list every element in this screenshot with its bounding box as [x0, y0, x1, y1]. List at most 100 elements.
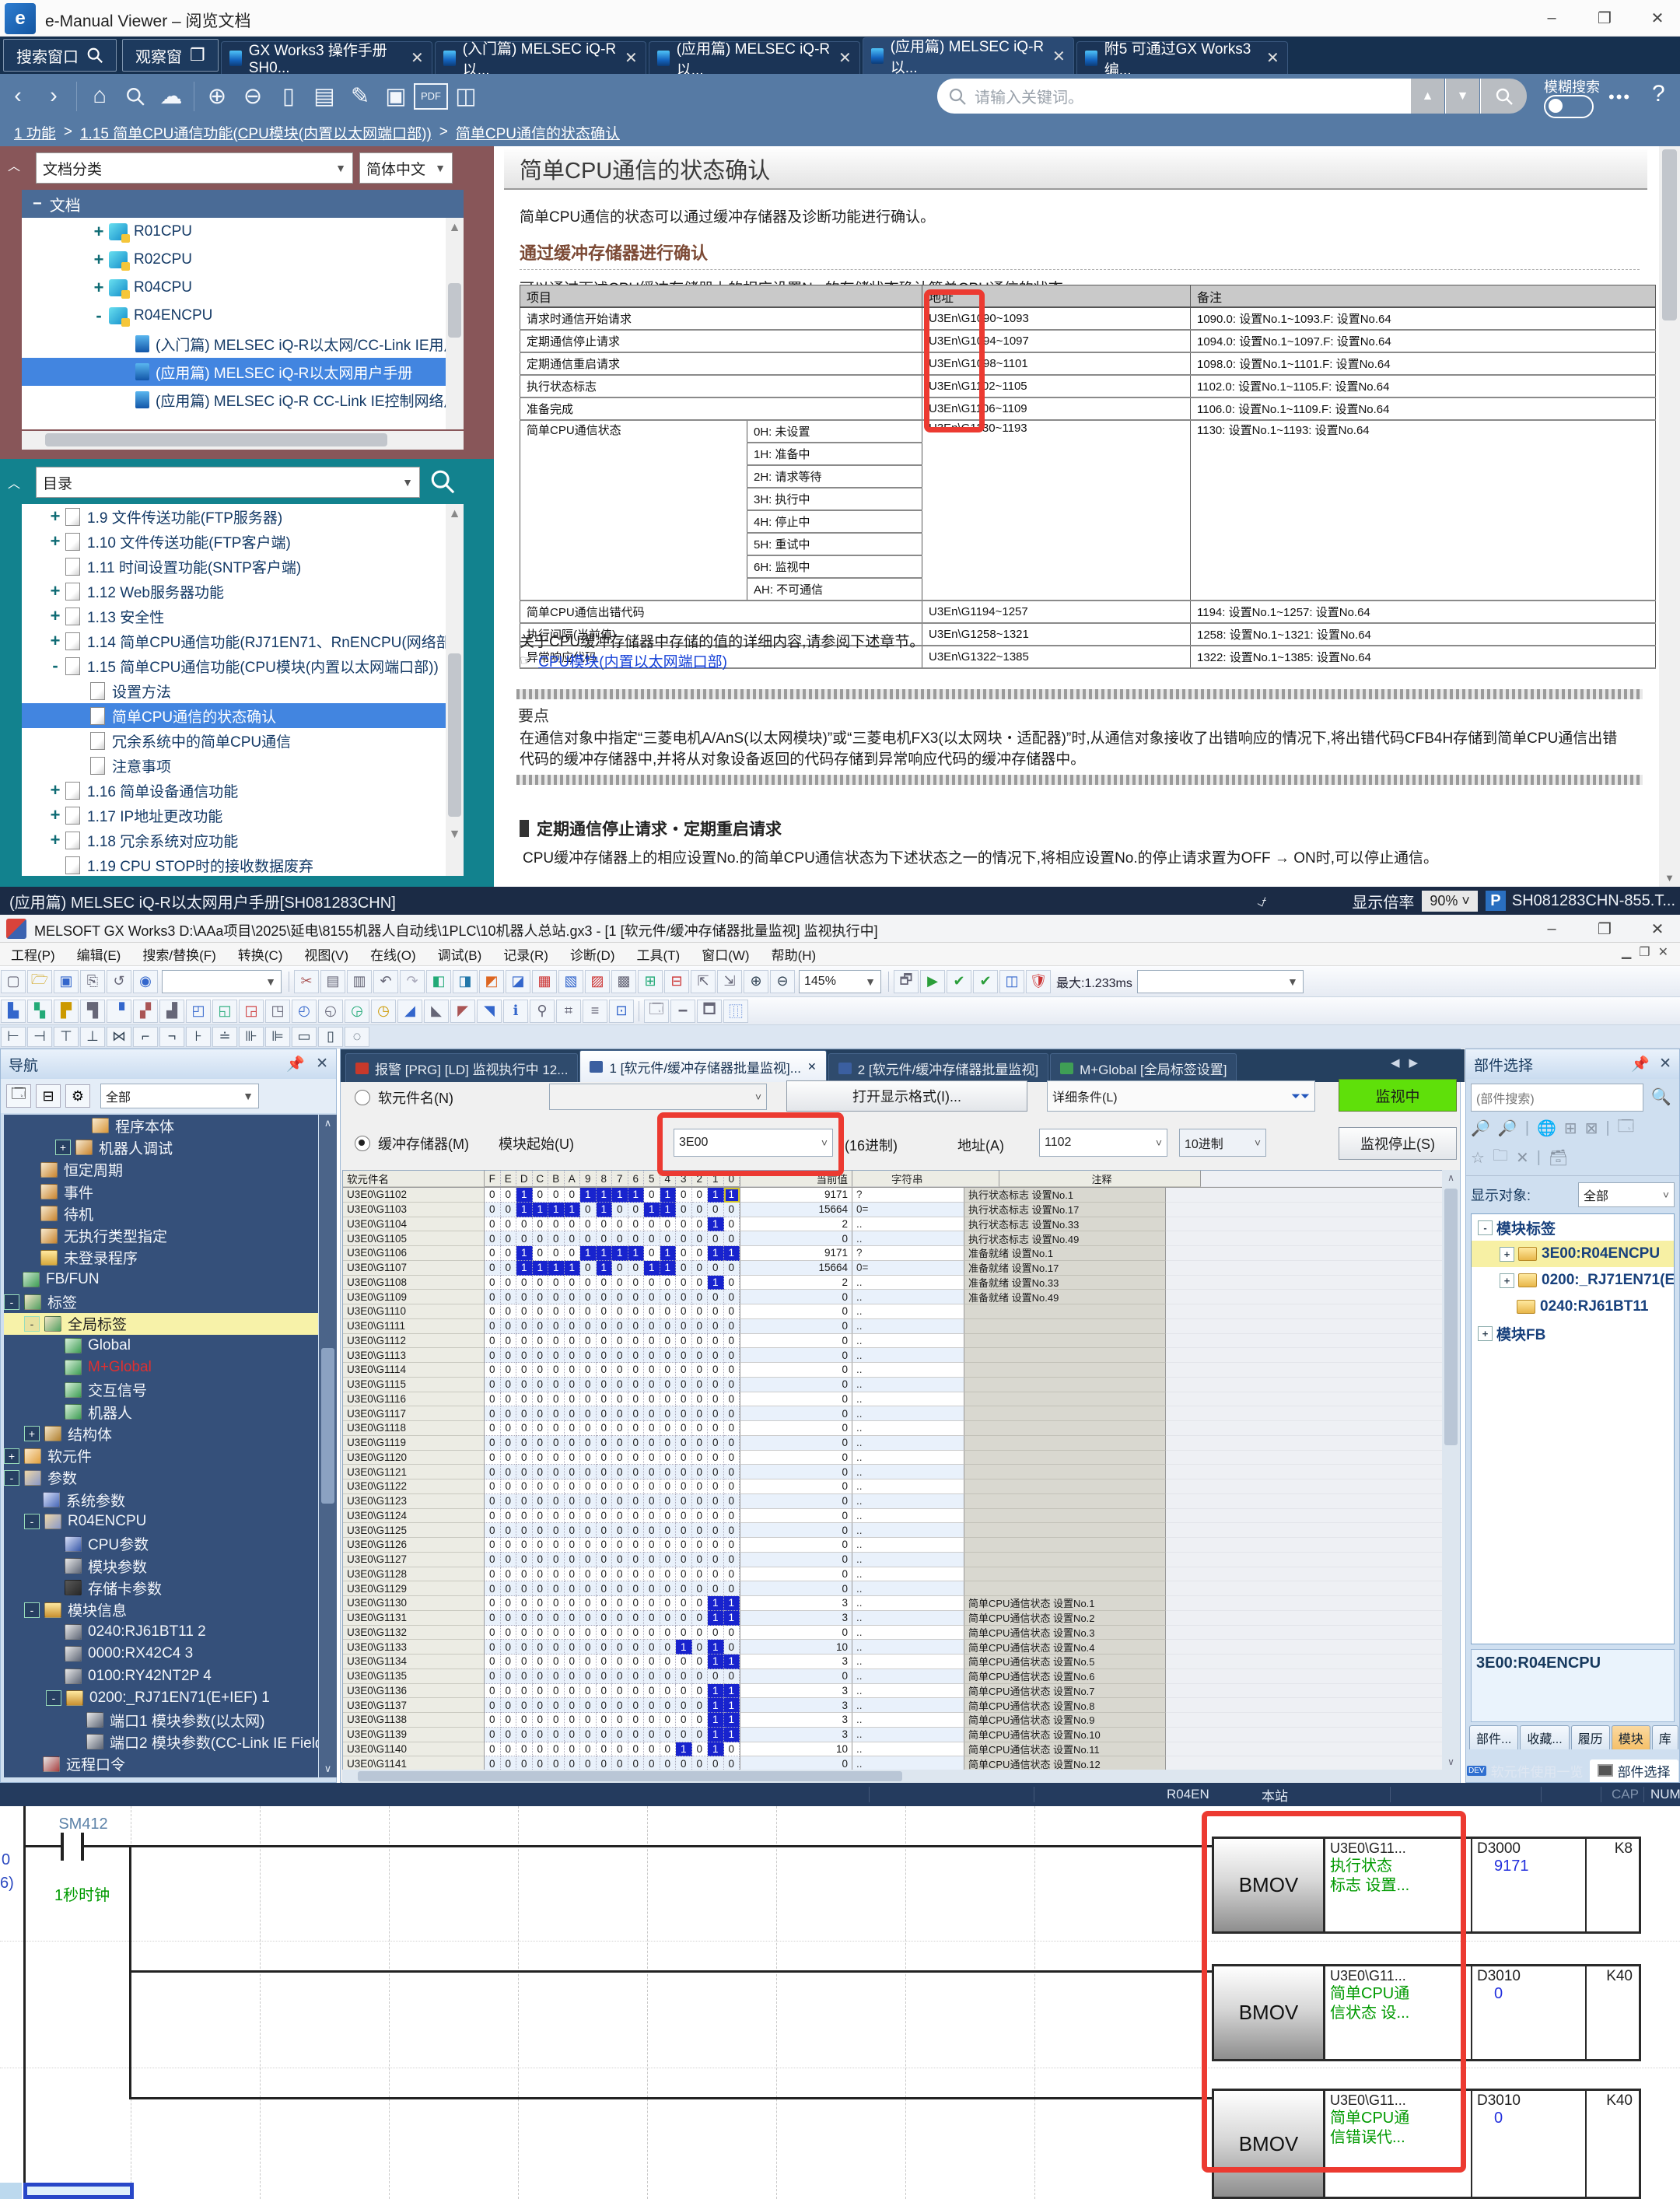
bit-cell[interactable]: 0: [723, 1304, 740, 1319]
bit-cell[interactable]: 0: [676, 1493, 692, 1509]
bit-cell[interactable]: 0: [644, 1742, 660, 1757]
emanual-doc-tab[interactable]: (应用篇) MELSEC iQ-R以... ✕: [862, 37, 1074, 76]
bit-cell[interactable]: 0: [660, 1421, 676, 1436]
bit-cell[interactable]: 0: [532, 1188, 548, 1203]
bit-cell[interactable]: 0: [628, 1493, 644, 1509]
bit-cell[interactable]: 0: [676, 1713, 692, 1728]
nav-tree-item[interactable]: CPU参数: [4, 1533, 318, 1555]
bit-cell[interactable]: 0: [691, 1538, 708, 1553]
parts-search-input[interactable]: (部件搜索): [1471, 1084, 1643, 1112]
parts-tab-履历[interactable]: 履历: [1570, 1725, 1610, 1749]
bit-cell[interactable]: 0: [628, 1698, 644, 1713]
device-name-cell[interactable]: U3E0\G1115: [343, 1377, 485, 1392]
copy-page-icon[interactable]: ▤: [313, 84, 335, 109]
bit-cell[interactable]: 1: [516, 1246, 533, 1261]
bit-cell[interactable]: 0: [644, 1596, 660, 1611]
bit-cell[interactable]: 0: [596, 1450, 612, 1465]
expand-plus-icon[interactable]: +: [93, 278, 104, 297]
bit-cell[interactable]: 0: [676, 1625, 692, 1640]
string-cell[interactable]: ..: [852, 1669, 964, 1684]
bit-cell[interactable]: 0: [516, 1450, 533, 1465]
bit-cell[interactable]: 0: [516, 1640, 533, 1655]
toolbar-icon[interactable]: 🗖: [697, 999, 722, 1023]
toc-item[interactable]: +1.14 简单CPU通信功能(RJ71EN71、RnENCPU(网络部)): [22, 629, 446, 653]
toolbar-icon[interactable]: ▝: [107, 999, 131, 1023]
bit-cell[interactable]: 0: [612, 1450, 628, 1465]
bit-cell[interactable]: 0: [596, 1567, 612, 1582]
bit-cell[interactable]: 0: [548, 1392, 565, 1407]
bmov-source-cell[interactable]: U3E0\G11... 简单CPU通 信错误代...: [1325, 2091, 1471, 2197]
scroll-down-icon[interactable]: ▼: [1664, 872, 1675, 884]
bit-cell[interactable]: 1: [580, 1188, 597, 1203]
bit-cell[interactable]: 0: [596, 1217, 612, 1232]
bit-cell[interactable]: 1: [708, 1713, 724, 1728]
doc-tree-vscrollbar[interactable]: ▲: [446, 218, 464, 429]
bit-cell[interactable]: 1: [660, 1202, 676, 1217]
bit-cell[interactable]: 0: [723, 1275, 740, 1290]
bit-cell[interactable]: 0: [548, 1596, 565, 1611]
bit-cell[interactable]: 0: [548, 1406, 565, 1421]
bit-cell[interactable]: 0: [676, 1421, 692, 1436]
bmov-dest-cell[interactable]: D3010 0: [1471, 2091, 1585, 2197]
string-cell[interactable]: ..: [852, 1217, 964, 1232]
bit-cell[interactable]: 0: [532, 1596, 548, 1611]
bit-cell[interactable]: 0: [708, 1493, 724, 1509]
current-value-cell[interactable]: 15664: [740, 1202, 852, 1217]
bit-cell[interactable]: 0: [580, 1202, 597, 1217]
bit-cell[interactable]: 0: [691, 1552, 708, 1567]
ladder-symbol-icon[interactable]: ⊫: [265, 1026, 290, 1047]
bit-cell[interactable]: 0: [548, 1246, 565, 1261]
bit-cell[interactable]: 0: [723, 1538, 740, 1553]
nav-filter-select[interactable]: 全部 ▼: [100, 1084, 259, 1108]
bit-cell[interactable]: 0: [596, 1304, 612, 1319]
bit-cell[interactable]: 0: [596, 1552, 612, 1567]
bit-cell[interactable]: 0: [660, 1742, 676, 1757]
edit-note-icon[interactable]: ✎: [350, 84, 370, 109]
bit-cell[interactable]: 0: [580, 1625, 597, 1640]
toc-select[interactable]: 目录 ▼: [36, 467, 420, 498]
bit-cell[interactable]: 0: [660, 1290, 676, 1304]
bit-cell[interactable]: 1: [708, 1655, 724, 1669]
home-icon[interactable]: ⌂: [93, 83, 107, 108]
device-name-cell[interactable]: U3E0\G1113: [343, 1348, 485, 1363]
bit-cell[interactable]: 0: [580, 1479, 597, 1494]
bit-cell[interactable]: 0: [532, 1742, 548, 1757]
bit-cell[interactable]: 0: [660, 1683, 676, 1699]
string-cell[interactable]: ..: [852, 1435, 964, 1451]
bit-cell[interactable]: 0: [564, 1713, 580, 1728]
bit-cell[interactable]: 1: [628, 1246, 644, 1261]
bit-cell[interactable]: 0: [580, 1406, 597, 1421]
bit-cell[interactable]: 0: [644, 1640, 660, 1655]
bit-cell[interactable]: 0: [532, 1363, 548, 1378]
bit-cell[interactable]: 0: [596, 1290, 612, 1304]
bit-cell[interactable]: 0: [532, 1377, 548, 1392]
bit-cell[interactable]: 0: [548, 1290, 565, 1304]
current-value-cell[interactable]: 10: [740, 1640, 852, 1655]
current-value-cell[interactable]: 0: [740, 1493, 852, 1509]
bmov-dest-cell[interactable]: D3000 9171: [1471, 1839, 1585, 1931]
bit-cell[interactable]: 0: [500, 1596, 516, 1611]
bmov-instruction[interactable]: BMOV U3E0\G11... 执行状态 标志 设置... D3000 9171 K8: [1212, 1837, 1641, 1934]
bmov-count-cell[interactable]: K40: [1585, 1966, 1639, 2059]
device-name-cell[interactable]: U3E0\G1140: [343, 1742, 485, 1757]
bit-cell[interactable]: 0: [532, 1610, 548, 1626]
bit-cell[interactable]: 0: [485, 1669, 501, 1684]
verify-icon[interactable]: ▦: [532, 969, 557, 993]
bit-cell[interactable]: 0: [612, 1493, 628, 1509]
bit-cell[interactable]: 0: [516, 1669, 533, 1684]
add-part-icon[interactable]: 🌐: [1537, 1119, 1556, 1137]
nav-tree-item[interactable]: + 结构体: [4, 1423, 318, 1444]
bit-cell[interactable]: 0: [723, 1392, 740, 1407]
bit-cell[interactable]: 0: [596, 1596, 612, 1611]
ladder-symbol-icon[interactable]: ⊣: [27, 1026, 52, 1047]
bit-cell[interactable]: 1: [596, 1260, 612, 1276]
bmov-instruction[interactable]: BMOV U3E0\G11... 简单CPU通 信状态 设... D3010 0 K40: [1212, 1964, 1641, 2061]
sort-icon[interactable]: 🗃: [1548, 1149, 1569, 1167]
bit-cell[interactable]: 0: [676, 1655, 692, 1669]
bit-cell[interactable]: 0: [676, 1260, 692, 1276]
bit-cell[interactable]: 0: [500, 1698, 516, 1713]
bit-cell[interactable]: 0: [691, 1567, 708, 1582]
device-name-cell[interactable]: U3E0\G1120: [343, 1450, 485, 1465]
device-memory-icon[interactable]: ◨: [453, 969, 478, 993]
bit-cell[interactable]: 0: [596, 1318, 612, 1334]
